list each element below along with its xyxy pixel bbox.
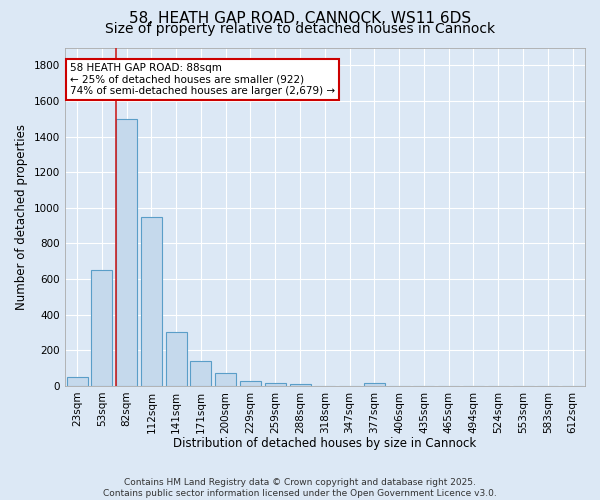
Y-axis label: Number of detached properties: Number of detached properties [15, 124, 28, 310]
X-axis label: Distribution of detached houses by size in Cannock: Distribution of detached houses by size … [173, 437, 476, 450]
Bar [116, 118, 137, 386]
Bar [265, 383, 286, 386]
Bar [67, 377, 88, 386]
Text: Contains HM Land Registry data © Crown copyright and database right 2025.
Contai: Contains HM Land Registry data © Crown c… [103, 478, 497, 498]
Bar [290, 384, 311, 386]
Bar [215, 374, 236, 386]
Text: Size of property relative to detached houses in Cannock: Size of property relative to detached ho… [105, 22, 495, 36]
Bar [364, 383, 385, 386]
Bar [91, 270, 112, 386]
Bar [190, 361, 211, 386]
Bar [141, 216, 162, 386]
Text: 58 HEATH GAP ROAD: 88sqm
← 25% of detached houses are smaller (922)
74% of semi-: 58 HEATH GAP ROAD: 88sqm ← 25% of detach… [70, 62, 335, 96]
Bar [240, 382, 261, 386]
Bar [166, 332, 187, 386]
Text: 58, HEATH GAP ROAD, CANNOCK, WS11 6DS: 58, HEATH GAP ROAD, CANNOCK, WS11 6DS [129, 11, 471, 26]
